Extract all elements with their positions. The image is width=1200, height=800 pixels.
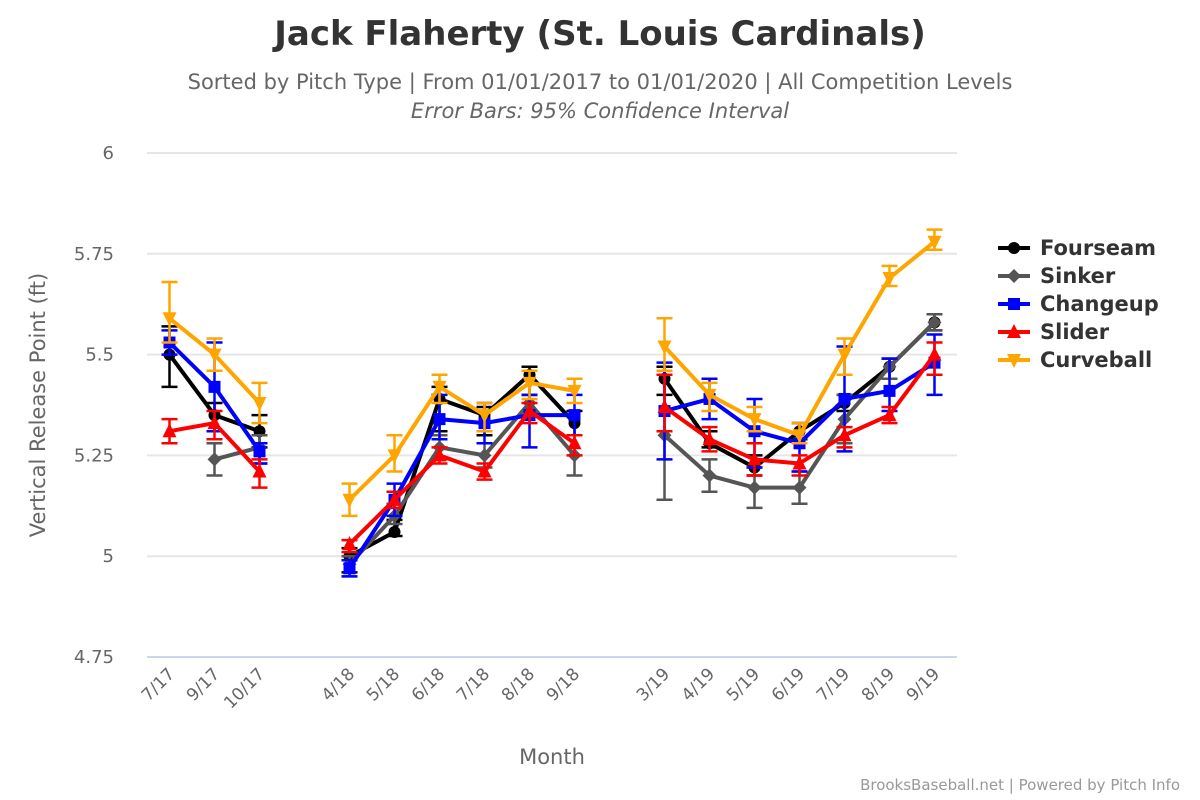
x-tick-label: 8/19 <box>858 664 899 705</box>
data-point <box>522 376 537 391</box>
series-line <box>167 320 936 558</box>
error-bar <box>161 280 178 344</box>
data-point <box>522 403 537 418</box>
data-point <box>252 463 267 478</box>
chart-title: Jack Flaherty (St. Louis Cardinals) <box>274 14 926 54</box>
data-point <box>927 235 942 250</box>
x-tick-label: 3/19 <box>633 664 674 705</box>
series-changeup <box>161 329 943 578</box>
data-point <box>657 340 672 355</box>
data-point <box>208 380 221 393</box>
x-tick-label: 7/17 <box>138 664 179 705</box>
data-point <box>207 415 222 430</box>
x-tick-label: 10/17 <box>220 664 269 713</box>
x-tick-label: 8/18 <box>498 664 539 705</box>
data-point <box>792 455 807 470</box>
data-point <box>568 409 581 422</box>
legend-marker <box>1008 298 1020 310</box>
legend-marker <box>1008 242 1020 254</box>
data-point <box>927 346 942 361</box>
legend-label: Changeup <box>1040 292 1159 316</box>
x-tick-label: 7/19 <box>813 664 854 705</box>
data-point <box>162 423 177 438</box>
credits-link[interactable]: BrooksBaseball.net | Powered by Pitch In… <box>860 776 1180 794</box>
x-tick-label: 4/18 <box>318 664 359 705</box>
y-tick-label: 4.75 <box>74 647 114 668</box>
data-point <box>747 480 762 495</box>
data-point <box>252 396 267 411</box>
y-tick-label: 5.75 <box>74 244 114 265</box>
legend-label: Sinker <box>1040 264 1116 288</box>
data-point <box>432 380 447 395</box>
series-fourseam <box>161 313 943 574</box>
x-axis-title: Month <box>519 745 585 769</box>
legend-item-curveball[interactable]: Curveball <box>998 348 1152 372</box>
data-point <box>477 409 492 424</box>
data-point <box>342 536 357 551</box>
data-point <box>207 452 222 467</box>
x-tick-label: 5/19 <box>723 664 764 705</box>
data-point <box>388 526 401 539</box>
data-point <box>432 447 447 462</box>
series-line <box>169 353 937 546</box>
legend-marker <box>1007 354 1021 368</box>
legend-item-slider[interactable]: Slider <box>998 320 1110 344</box>
data-point <box>253 445 266 458</box>
y-tick-label: 5.5 <box>85 345 114 366</box>
x-tick-label: 5/18 <box>363 664 404 705</box>
data-point <box>207 348 222 363</box>
x-tick-label: 9/18 <box>543 664 584 705</box>
data-point <box>477 463 492 478</box>
legend-marker <box>1007 269 1021 283</box>
y-axis-title: Vertical Release Point (ft) <box>26 273 50 537</box>
error-bar-note: Error Bars: 95% Confidence Interval <box>410 99 790 123</box>
data-point <box>477 448 492 463</box>
data-point <box>792 429 807 444</box>
data-point <box>433 413 446 426</box>
data-point <box>747 451 762 466</box>
data-point <box>387 449 402 464</box>
data-point <box>387 491 402 506</box>
x-tick-label: 6/18 <box>408 664 449 705</box>
legend-marker <box>1007 324 1021 338</box>
y-tick-label: 5.25 <box>74 445 114 466</box>
x-tick-label: 6/19 <box>768 664 809 705</box>
legend-item-changeup[interactable]: Changeup <box>998 292 1159 316</box>
data-point <box>747 413 762 428</box>
data-point <box>837 348 852 363</box>
y-tick-label: 5 <box>103 546 114 567</box>
data-point <box>702 431 717 446</box>
data-point <box>567 384 582 399</box>
data-point <box>702 468 717 483</box>
data-point <box>927 315 942 330</box>
data-point <box>838 392 851 405</box>
data-point <box>883 384 896 397</box>
x-tick-label: 4/19 <box>678 664 719 705</box>
data-point <box>837 427 852 442</box>
x-tick-label: 7/18 <box>453 664 494 705</box>
series-curveball <box>161 228 943 518</box>
x-tick-label: 9/19 <box>903 664 944 705</box>
chart-subtitle: Sorted by Pitch Type | From 01/01/2017 t… <box>187 70 1013 94</box>
data-point <box>342 493 357 508</box>
x-tick-label: 9/17 <box>183 664 224 705</box>
data-point <box>882 271 897 286</box>
data-point <box>657 399 672 414</box>
y-tick-label: 6 <box>103 143 114 164</box>
data-point <box>702 388 717 403</box>
legend-item-sinker[interactable]: Sinker <box>998 264 1116 288</box>
legend-label: Curveball <box>1040 348 1152 372</box>
legend-label: Slider <box>1040 320 1110 344</box>
series-slider <box>161 341 943 554</box>
data-point <box>882 407 897 422</box>
data-point <box>567 435 582 450</box>
data-point <box>162 312 177 327</box>
series-line <box>168 240 936 502</box>
data-point <box>792 480 807 495</box>
legend-label: Fourseam <box>1040 236 1156 260</box>
legend-item-fourseam[interactable]: Fourseam <box>998 236 1156 260</box>
data-point <box>343 562 356 575</box>
